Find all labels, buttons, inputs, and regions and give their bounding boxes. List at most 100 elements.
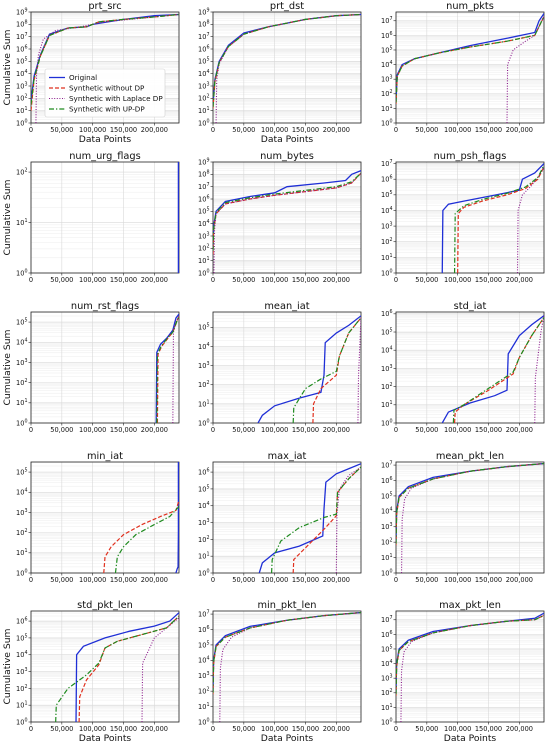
- y-tick-label: 105: [16, 467, 27, 476]
- series-line-original: [75, 612, 179, 722]
- y-tick-label: 101: [198, 256, 209, 265]
- panel-max-iat: 100 101 102 103 104 105 106 0 50,000 100,000 150,0…: [198, 451, 362, 584]
- x-tick-label: 200,000: [323, 276, 350, 284]
- grid-lines: [395, 462, 544, 574]
- y-tick-label: 106: [381, 309, 392, 318]
- y-tick-label: 101: [16, 548, 27, 557]
- y-tick-label: 101: [381, 104, 392, 113]
- series-line-synthetic-with-up-dp: [156, 315, 179, 423]
- grid-lines: [30, 162, 179, 274]
- x-tick-label: 0: [394, 426, 398, 434]
- x-tick-label: 0: [211, 576, 215, 584]
- y-tick-label: 105: [16, 57, 27, 66]
- panel-title: prt_dst: [270, 1, 304, 12]
- axes-frame: [395, 161, 545, 274]
- series-line-synthetic-with-laplace-dp: [357, 317, 361, 423]
- y-tick-label: 100: [16, 717, 27, 726]
- y-tick-label: 102: [16, 528, 27, 537]
- series-line-original: [257, 315, 361, 423]
- series-line-original: [441, 163, 544, 273]
- series-line-synthetic-with-up-dp: [396, 614, 544, 695]
- x-tick-label: 200,000: [141, 426, 168, 434]
- series-line-original: [396, 13, 544, 102]
- y-tick-label: 100: [198, 268, 209, 277]
- x-tick-label: 200,000: [506, 725, 533, 733]
- x-tick-label: 50,000: [50, 126, 73, 134]
- y-tick-label: 104: [381, 60, 392, 69]
- panel-title: std_pkt_len: [77, 600, 133, 611]
- panel-std-iat: 100 101 102 103 104 105 106 0 50,000 100,000 150,0…: [381, 301, 545, 434]
- grid-lines: [212, 161, 361, 274]
- y-tick-label: 107: [381, 460, 392, 469]
- y-tick-label: 101: [198, 399, 209, 408]
- x-tick-label: 0: [394, 276, 398, 284]
- y-tick-label: 103: [381, 674, 392, 683]
- x-tick-label: 0: [211, 126, 215, 134]
- series-line-synthetic-with-laplace-dp: [213, 172, 361, 273]
- x-tick-label: 100,000: [261, 426, 288, 434]
- series-line-synthetic-with-up-dp: [213, 611, 361, 693]
- x-tick-label: 200,000: [323, 126, 350, 134]
- x-tick-label: 50,000: [415, 426, 438, 434]
- y-tick-label: 102: [16, 167, 27, 176]
- y-tick-label: 107: [198, 609, 209, 618]
- y-tick-label: 105: [381, 491, 392, 500]
- y-tick-label: 105: [381, 327, 392, 336]
- axes-frame: [30, 461, 180, 574]
- x-tick-label: 100,000: [444, 426, 471, 434]
- y-tick-label: 108: [16, 20, 27, 29]
- x-tick-label: 200,000: [141, 725, 168, 733]
- grid-lines: [30, 312, 179, 424]
- y-tick-label: 104: [16, 650, 27, 659]
- y-tick-label: 107: [198, 182, 209, 191]
- series-line-synthetic-with-up-dp: [452, 317, 544, 423]
- x-axis-label: Data Points: [261, 134, 314, 145]
- panel-title: mean_pkt_len: [436, 451, 504, 462]
- y-tick-label: 104: [381, 346, 392, 355]
- y-tick-label: 105: [381, 644, 392, 653]
- y-tick-label: 104: [198, 219, 209, 228]
- y-tick-label: 103: [198, 231, 209, 240]
- panel-max-pkt-len: 100 101 102 103 104 105 106 107 0 50,000 100,000 15…: [381, 600, 545, 744]
- x-tick-label: 150,000: [475, 725, 502, 733]
- x-tick-label: 0: [211, 276, 215, 284]
- panel-title: mean_iat: [264, 301, 309, 312]
- series-line-synthetic-with-laplace-dp: [335, 466, 361, 573]
- x-tick-label: 100,000: [261, 725, 288, 733]
- panel-title: min_iat: [87, 451, 123, 462]
- series-line-synthetic-with-laplace-dp: [534, 315, 544, 423]
- x-tick-label: 0: [394, 725, 398, 733]
- x-tick-label: 0: [29, 576, 33, 584]
- x-tick-label: 50,000: [415, 126, 438, 134]
- x-tick-label: 200,000: [141, 126, 168, 134]
- x-tick-label: 150,000: [110, 426, 137, 434]
- x-tick-label: 200,000: [506, 276, 533, 284]
- series-line-synthetic-with-up-dp: [270, 466, 361, 573]
- y-tick-label: 102: [16, 378, 27, 387]
- y-tick-label: 105: [198, 207, 209, 216]
- y-tick-label: 100: [198, 418, 209, 427]
- legend-box: [44, 68, 166, 118]
- panel-title: num_psh_flags: [434, 151, 507, 162]
- x-tick-label: 50,000: [50, 426, 73, 434]
- y-tick-label: 105: [198, 57, 209, 66]
- y-tick-label: 101: [381, 703, 392, 712]
- series-line-synthetic-with-up-dp: [55, 615, 179, 722]
- y-tick-label: 108: [198, 20, 209, 29]
- panel-num-pkts: 100 101 102 103 104 105 106 107 0 50,000 100,000 15…: [381, 1, 545, 134]
- y-axis-label: Cumulative Sum: [2, 628, 13, 704]
- y-tick-label: 102: [381, 89, 392, 98]
- x-tick-label: 150,000: [292, 276, 319, 284]
- x-axis-label: Data Points: [444, 733, 497, 744]
- y-tick-label: 102: [381, 382, 392, 391]
- y-tick-label: 101: [198, 702, 209, 711]
- y-tick-label: 106: [381, 31, 392, 40]
- x-tick-label: 150,000: [110, 576, 137, 584]
- grid-lines: [395, 611, 544, 723]
- x-axis-label: Data Points: [79, 134, 132, 145]
- y-tick-label: 106: [381, 630, 392, 639]
- x-axis-label: Data Points: [261, 733, 314, 744]
- x-tick-label: 0: [211, 725, 215, 733]
- legend-label: Synthetic without DP: [69, 84, 145, 93]
